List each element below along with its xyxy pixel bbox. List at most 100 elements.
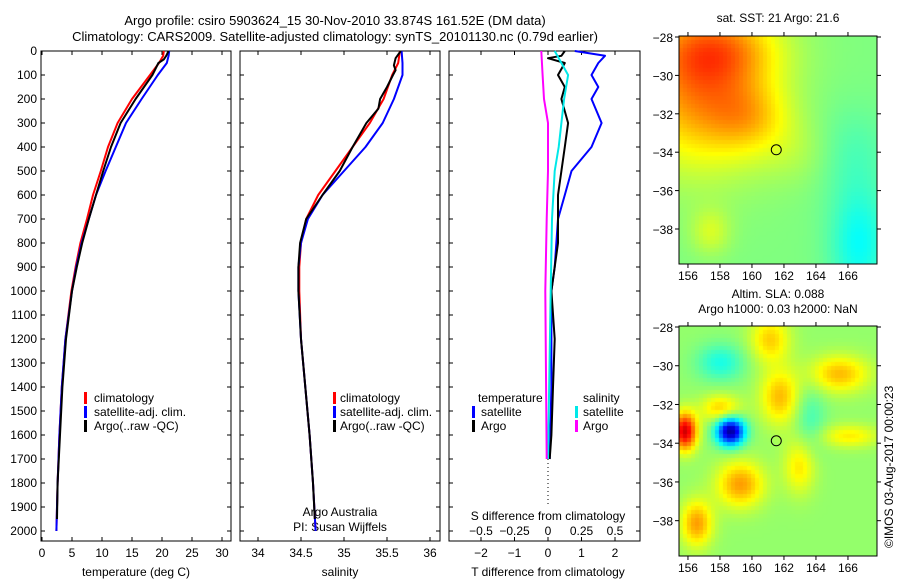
legend-title-temperature: temperature: [478, 391, 543, 405]
x-tick-label: 36: [423, 546, 437, 560]
map-x-tick-label: 162: [774, 269, 794, 283]
y-tick-label: 1600: [10, 428, 37, 442]
legend-swatch-t-argo: [472, 420, 475, 432]
y-tick-label: 1000: [10, 284, 37, 298]
x-tick-label: 2: [612, 546, 619, 560]
y-tick-label: 400: [17, 140, 37, 154]
x2-tick-label: −0.25: [499, 524, 530, 538]
legend-swatch-satellite: [333, 406, 336, 418]
x-tick-label: 1: [578, 546, 585, 560]
credit-text: ©IMOS 03-Aug-2017 00:00:23: [882, 385, 896, 548]
legend-swatch-s-satellite: [575, 406, 578, 418]
map-x-tick-label: 166: [838, 561, 858, 575]
map-x-tick-label: 164: [806, 561, 826, 575]
y-tick-label: 100: [17, 68, 37, 82]
map-y-tick-label: −32: [653, 108, 674, 122]
x-tick-label: 34.5: [289, 546, 313, 560]
map-frame: [678, 325, 878, 557]
diff-line-3: [540, 50, 549, 460]
temperature-line-1: [55, 50, 171, 532]
salinity-line-0: [298, 50, 401, 532]
map-y-tick-label: −34: [653, 437, 674, 451]
salinity-line-1: [297, 50, 404, 532]
x2-tick-label: 0.5: [607, 524, 624, 538]
x-tick-label: 34: [251, 546, 265, 560]
legend-swatch-climatology: [84, 392, 87, 404]
map-y-tick-label: −32: [653, 398, 674, 412]
x-tick-label: 15: [125, 546, 139, 560]
y-tick-label: 1500: [10, 404, 37, 418]
legend-title-salinity: salinity: [583, 391, 620, 405]
temperature-line-2: [56, 50, 170, 520]
y-tick-label: 300: [17, 116, 37, 130]
diff-line-1: [547, 50, 570, 460]
x-tick-label: −1: [508, 546, 522, 560]
legend-label: satellite: [481, 405, 522, 419]
map-x-tick-label: 158: [710, 561, 730, 575]
map-x-tick-label: 164: [806, 269, 826, 283]
legend-label: Argo(..raw -QC): [94, 419, 179, 433]
map-x-tick-label: 160: [742, 561, 762, 575]
x-tick-label: 35.5: [375, 546, 399, 560]
panel-frame: [448, 50, 641, 542]
legend-swatch-argo: [333, 420, 336, 432]
legend-label: climatology: [94, 391, 154, 405]
map-x-tick-label: 162: [774, 561, 794, 575]
argo-australia-label: Argo Australia: [303, 505, 378, 519]
x-tick-label: 35: [337, 546, 351, 560]
x-tick-label: 10: [95, 546, 109, 560]
legend-label: Argo: [481, 419, 507, 433]
map-y-tick-label: −30: [653, 69, 674, 83]
x-tick-label: 0: [545, 546, 552, 560]
map-x-tick-label: 156: [678, 561, 698, 575]
legend-label: Argo: [583, 419, 609, 433]
sst-heatmap: [679, 36, 877, 264]
y-tick-label: 1900: [10, 500, 37, 514]
y-tick-label: 700: [17, 212, 37, 226]
sst-map-title: sat. SST: 21 Argo: 21.6: [717, 11, 840, 25]
y-tick-label: 1700: [10, 452, 37, 466]
map-y-tick-label: −36: [653, 476, 674, 490]
legend-swatch-s-argo: [575, 420, 578, 432]
difference-legend: temperature satellite Argo salinity sate…: [472, 391, 624, 433]
y-tick-label: 1300: [10, 356, 37, 370]
map-y-tick-label: −28: [653, 321, 674, 335]
diff-line-2: [547, 50, 570, 460]
x-tick-label: −2: [474, 546, 488, 560]
sla-heatmap: [679, 326, 877, 556]
sla-map-title-2: Argo h1000: 0.03 h2000: NaN: [698, 302, 857, 316]
y-tick-label: 900: [17, 260, 37, 274]
x-tick-label: 30: [215, 546, 229, 560]
pi-label: PI: Susan Wijffels: [293, 520, 387, 534]
salinity-line-2: [297, 50, 402, 520]
s-diff-xlabel: S difference from climatology: [471, 509, 626, 523]
map-frame: [678, 35, 878, 265]
y-tick-label: 1100: [11, 308, 37, 322]
map-x-tick-label: 156: [678, 269, 698, 283]
x2-tick-label: 0: [545, 524, 552, 538]
legend-swatch-t-satellite: [472, 406, 475, 418]
y-tick-label: 1400: [10, 380, 37, 394]
map-y-tick-label: −30: [653, 360, 674, 374]
x-tick-label: 20: [155, 546, 169, 560]
t-diff-xlabel: T difference from climatology: [471, 565, 625, 579]
y-tick-label: 200: [17, 92, 37, 106]
map-y-tick-label: −38: [653, 515, 674, 529]
x-tick-label: 25: [185, 546, 199, 560]
x2-tick-label: −0.5: [469, 524, 493, 538]
x2-tick-label: 0.25: [570, 524, 594, 538]
salinity-xlabel: salinity: [322, 565, 359, 579]
legend-label: satellite-adj. clim.: [94, 405, 186, 419]
argo-position-marker: [770, 435, 782, 447]
panel-frame: [40, 50, 232, 542]
map-x-tick-label: 160: [742, 269, 762, 283]
legend-label: Argo(..raw -QC): [340, 419, 425, 433]
y-tick-label: 1800: [10, 476, 37, 490]
legend-swatch-climatology: [333, 392, 336, 404]
title-line1: Argo profile: csiro 5903624_15 30-Nov-20…: [124, 13, 545, 28]
argo-position-marker: [770, 144, 782, 156]
temperature-xlabel: temperature (deg C): [82, 565, 190, 579]
salinity-legend: climatology satellite-adj. clim. Argo(..…: [333, 391, 432, 433]
map-y-tick-label: −28: [653, 31, 674, 45]
